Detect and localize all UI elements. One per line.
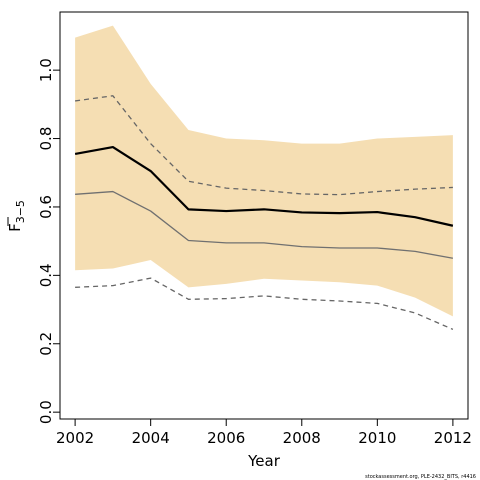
y-axis-title: F3−5: [6, 200, 27, 232]
svg-text:F3−5: F3−5: [6, 200, 27, 232]
y-axis-title-base: F: [6, 223, 24, 232]
confidence-band-layer: [75, 25, 453, 317]
x-axis-title: Year: [247, 452, 281, 470]
y-tick-label: 0.4: [37, 263, 55, 287]
credit-text: stockassessment.org, PLE-2432_BITS, r441…: [365, 474, 476, 480]
y-tick-label: 0.6: [37, 195, 55, 219]
x-tick-label: 2010: [358, 429, 396, 447]
y-axis: 0.0 0.2 0.4 0.6 0.8 1.0: [37, 58, 61, 424]
y-tick-label: 0.2: [37, 332, 55, 356]
x-tick-label: 2008: [283, 429, 321, 447]
series-line-median: [75, 190, 454, 259]
series-line-estimate: [74, 146, 454, 227]
x-tick-label: 2004: [132, 429, 170, 447]
series-line-upper-bound: [75, 95, 453, 196]
series-layer: [74, 95, 454, 330]
series-line-lower-bound: [75, 277, 454, 330]
x-tick-label: 2012: [434, 429, 472, 447]
y-tick-label: 0.8: [37, 127, 55, 151]
x-axis: 2002 2004 2006 2008 2010 2012: [56, 418, 472, 447]
confidence-band: [75, 25, 453, 317]
y-tick-label: 1.0: [37, 58, 55, 82]
x-tick-label: 2002: [56, 429, 94, 447]
y-axis-title-subscript: 3−5: [14, 200, 27, 223]
y-tick-label: 0.0: [37, 400, 55, 424]
x-tick-label: 2006: [207, 429, 245, 447]
